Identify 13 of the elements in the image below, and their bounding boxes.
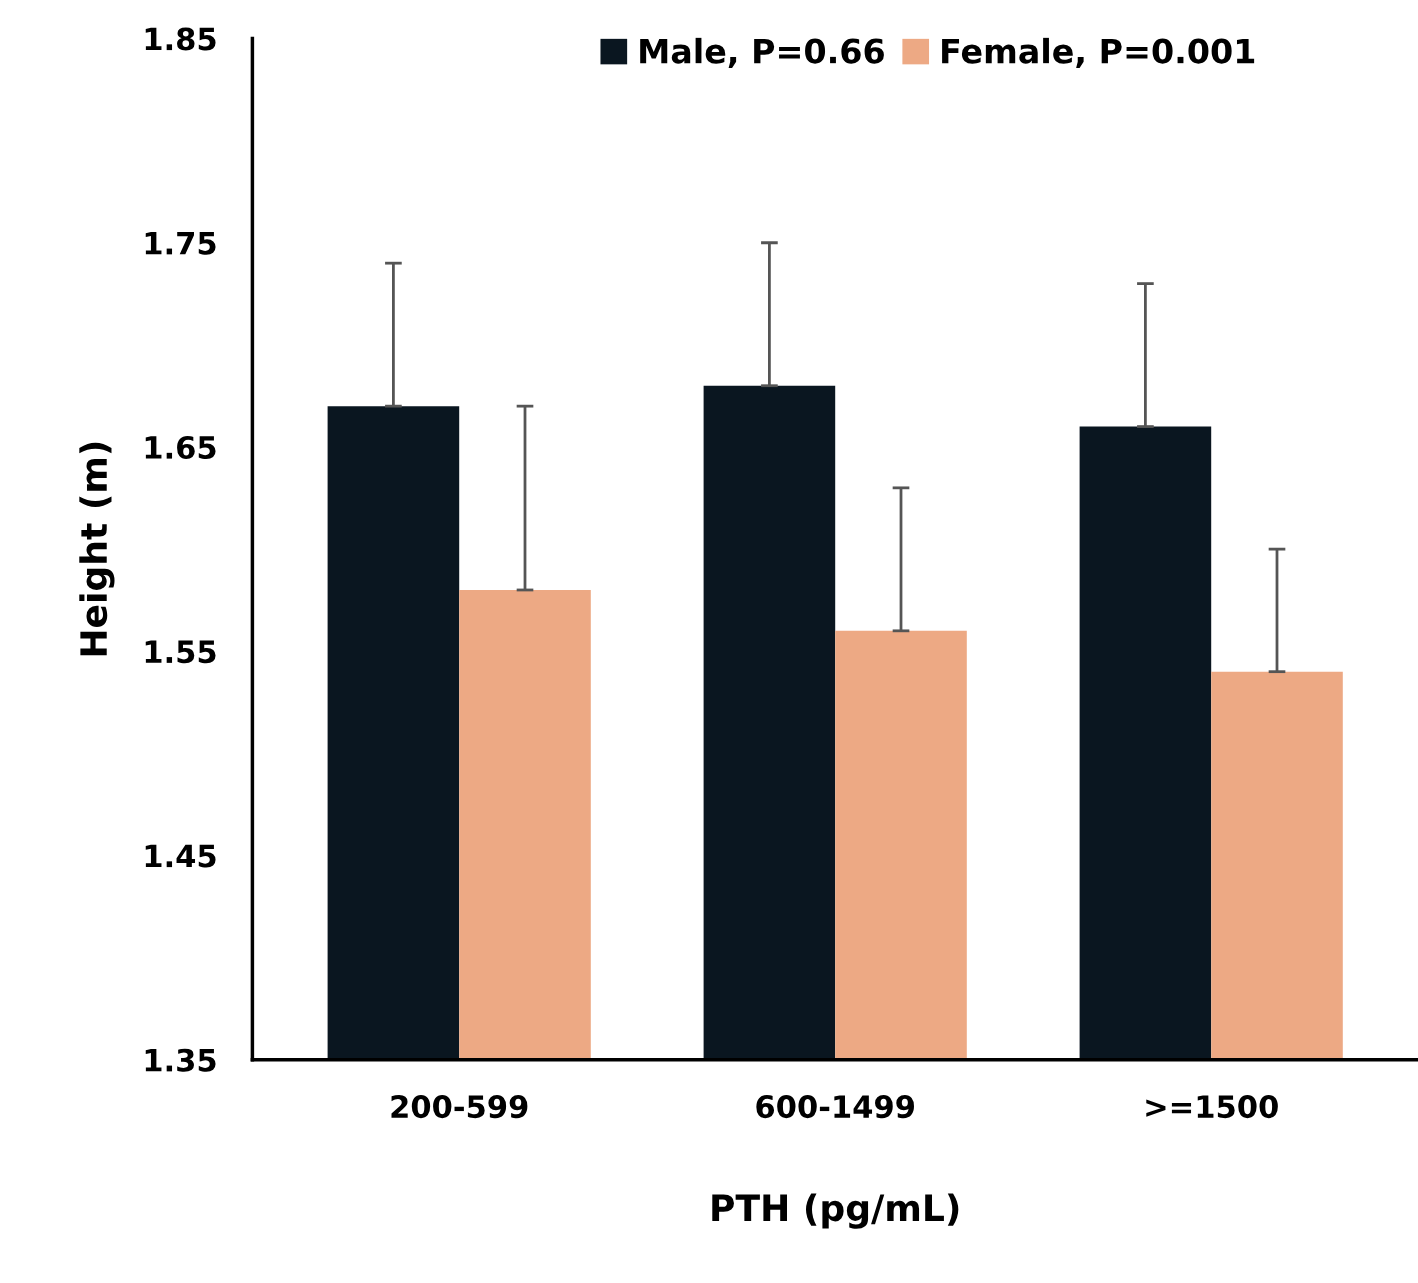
y-tick-label: 1.65	[145, 435, 216, 460]
x-tick-label: >=1500	[1146, 1095, 1278, 1119]
x-tick-label: 600-1499	[756, 1095, 914, 1119]
y-axis-title: Height (m)	[79, 442, 115, 656]
y-tick-label: 1.85	[145, 27, 216, 51]
y-tick-label: 1.35	[145, 1048, 216, 1072]
legend-label: Male, P=0.66	[640, 37, 884, 68]
legend-label: Female, P=0.001	[942, 37, 1255, 68]
x-tick-label: 200-599	[391, 1095, 528, 1119]
y-tick-label: 1.75	[145, 232, 216, 255]
x-axis-title: PTH (pg/mL)	[712, 1193, 959, 1229]
y-tick-label: 1.45	[145, 844, 216, 868]
y-tick-label: 1.55	[145, 640, 216, 664]
